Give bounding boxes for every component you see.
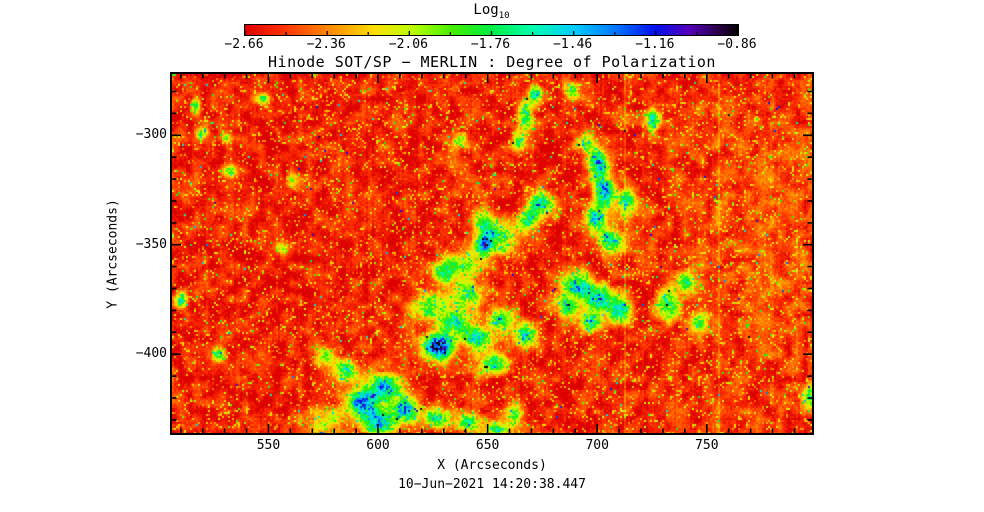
colorbar-tick-label: −2.66	[224, 37, 264, 52]
colorbar-tick-label: −2.36	[306, 37, 346, 52]
axis-ticks	[172, 74, 812, 433]
colorbar-ticks	[245, 31, 738, 35]
colorbar-title-subscript: 10	[498, 10, 510, 21]
plot-title: Hinode SOT/SP − MERLIN : Degree of Polar…	[268, 53, 716, 71]
colorbar-title: Log10	[245, 2, 738, 21]
x-tick-label: 600	[366, 438, 390, 453]
x-tick-label: 550	[256, 438, 281, 453]
timestamp: 10−Jun−2021 14:20:38.447	[398, 477, 586, 492]
colorbar-tick-label: −1.46	[553, 37, 593, 52]
plot-area	[170, 72, 814, 435]
y-tick-label: −350	[135, 236, 167, 252]
y-axis-label: Y (Arcseconds)	[105, 199, 121, 309]
colorbar-tick-label: −0.86	[717, 37, 757, 52]
y-tick-label: −400	[135, 346, 167, 362]
heatmap-image	[172, 74, 812, 433]
x-tick-label: 650	[475, 438, 500, 453]
colorbar-tick-label: −1.16	[635, 37, 675, 52]
x-tick-label: 750	[695, 438, 719, 453]
colorbar-title-text: Log	[473, 2, 499, 18]
y-tick-label: −300	[135, 127, 167, 143]
colorbar	[244, 24, 739, 36]
x-axis-label: X (Arcseconds)	[437, 458, 547, 473]
colorbar-tick-label: −1.76	[470, 37, 511, 52]
colorbar-tick-label: −2.06	[388, 37, 428, 52]
x-tick-label: 700	[585, 438, 609, 453]
